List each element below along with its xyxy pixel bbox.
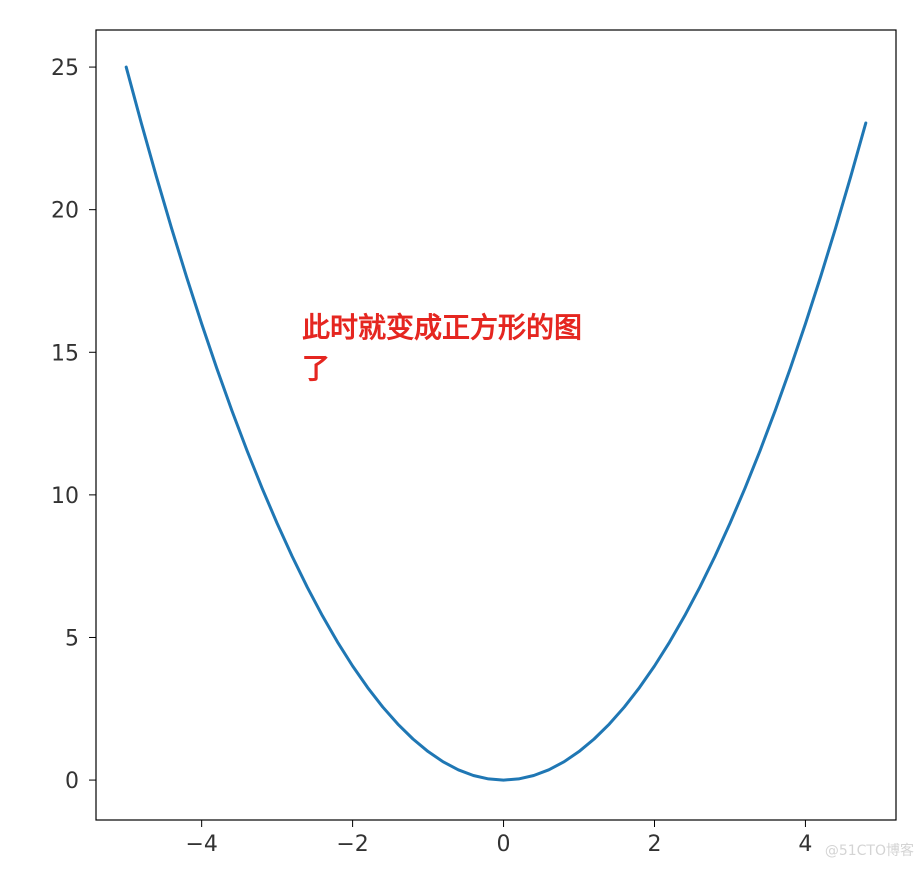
x-tick-label: 4 [798, 832, 812, 857]
y-tick-label: 0 [65, 769, 79, 794]
x-tick-label: −4 [185, 832, 217, 857]
y-tick-label: 25 [51, 56, 79, 81]
y-tick-label: 15 [51, 341, 79, 366]
y-tick-label: 10 [51, 484, 79, 509]
parabola-chart: −4 −2 0 2 4 0 5 10 15 20 25 [0, 0, 922, 882]
chart-background [0, 0, 922, 882]
x-tick-label: 0 [497, 832, 511, 857]
y-tick-label: 20 [51, 199, 79, 224]
x-tick-label: 2 [647, 832, 661, 857]
chart-container: −4−20240510152025 此时就变成正方形的图 了 @51CTO博客 [0, 0, 922, 882]
y-tick-label: 5 [65, 626, 79, 651]
x-tick-label: −2 [336, 832, 368, 857]
